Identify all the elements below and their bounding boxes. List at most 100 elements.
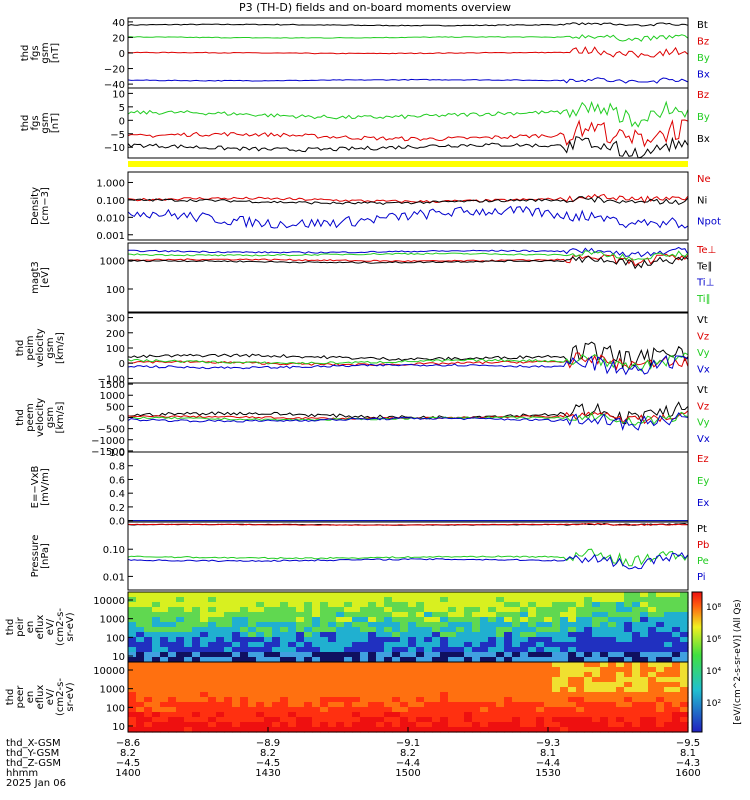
x-row-value: 1600 [675,768,700,779]
spectrogram-cell [408,682,417,688]
legend-Bz: Bz [697,37,709,48]
y-axis-label-line: thd [5,619,16,636]
spectrogram-cell [208,627,217,633]
spectrogram-cell [312,597,321,603]
spectrogram-cell [512,607,521,613]
spectrogram-cell [528,727,537,733]
spectrogram-cell [472,627,481,633]
spectrogram-cell [528,722,537,728]
spectrogram-cell [264,667,273,673]
spectrogram-cell [528,647,537,653]
spectrogram-cell [144,687,153,693]
spectrogram-cell [248,702,257,708]
spectrogram-cell [520,672,529,678]
spectrogram-cell [392,712,401,718]
spectrogram-cell [432,702,441,708]
spectrogram-cell [232,637,241,643]
spectrogram-cell [624,642,633,648]
spectrogram-cell [368,697,377,703]
spectrogram-cell [432,637,441,643]
spectrogram-cell [328,632,337,638]
spectrogram-cell [144,622,153,628]
spectrogram-cell [488,657,497,663]
spectrogram-cell [472,672,481,678]
spectrogram-cell [144,712,153,718]
spectrogram-cell [504,687,513,693]
spectrogram-cell [360,717,369,723]
spectrogram-cell [384,687,393,693]
spectrogram-cell [192,657,201,663]
spectrogram-cell [256,662,265,668]
spectrogram-cell [584,697,593,703]
spectrogram-cell [440,672,449,678]
spectrogram-cell [264,692,273,698]
spectrogram-cell [632,632,641,638]
spectrogram-cell [352,702,361,708]
spectrogram-cell [400,707,409,713]
spectrogram-cell [264,627,273,633]
spectrogram-cell [488,622,497,628]
spectrogram-cell [624,657,633,663]
spectrogram-cell [568,702,577,708]
spectrogram-cell [648,597,657,603]
spectrogram-cell [424,682,433,688]
spectrogram-cell [600,702,609,708]
spectrogram-cell [512,622,521,628]
panel-frame [127,242,689,313]
spectrogram-cell [304,637,313,643]
spectrogram-cell [232,717,241,723]
spectrogram-cell [576,727,585,733]
spectrogram-cell [432,617,441,623]
spectrogram-cell [416,662,425,668]
spectrogram-cell [488,612,497,618]
series-line-Ne [127,193,689,204]
spectrogram-cell [288,622,297,628]
spectrogram-cell [160,702,169,708]
spectrogram-cell [672,672,681,678]
spectrogram-cell [416,607,425,613]
spectrogram-cell [584,717,593,723]
spectrogram-cell [512,722,521,728]
series-line-Ti⊥ [128,246,689,258]
spectrogram-cell [608,727,617,733]
spectrogram-cell [328,667,337,673]
spectrogram-cell [400,637,409,643]
spectrogram-cell [440,647,449,653]
spectrogram-cell [152,697,161,703]
spectrogram-cell [392,717,401,723]
spectrogram-cell [248,662,257,668]
spectrogram-cell [232,652,241,658]
spectrogram-cell [456,647,465,653]
spectrogram-cell [672,682,681,688]
spectrogram-cell [416,632,425,638]
spectrogram-cell [456,672,465,678]
spectrogram-cell [424,612,433,618]
spectrogram-cell [440,692,449,698]
spectrogram-cell [632,642,641,648]
spectrogram-cell [192,672,201,678]
spectrogram-cell [144,602,153,608]
spectrogram-cell [376,642,385,648]
spectrogram-cell [424,677,433,683]
spectrogram-cell [576,667,585,673]
spectrogram-cell [472,687,481,693]
spectrogram-cell [576,637,585,643]
spectrogram-cell [504,697,513,703]
y-axis-label: thd fgs gsm [nT] [20,112,61,133]
spectrogram-cell [256,702,265,708]
spectrogram-cell [216,627,225,633]
spectrogram-cell [464,657,473,663]
spectrogram-cell [312,632,321,638]
y-tick-label: 10 [112,89,125,100]
spectrogram-cell [208,717,217,723]
spectrogram-cell [384,632,393,638]
spectrogram-cell [648,727,657,733]
spectrogram-cell [424,627,433,633]
spectrogram-cell [376,652,385,658]
spectrogram-cell [208,702,217,708]
spectrogram-cell [416,652,425,658]
spectrogram-cell [304,727,313,733]
colorbar [691,591,703,733]
spectrogram-cell [552,702,561,708]
spectrogram-cell [184,612,193,618]
